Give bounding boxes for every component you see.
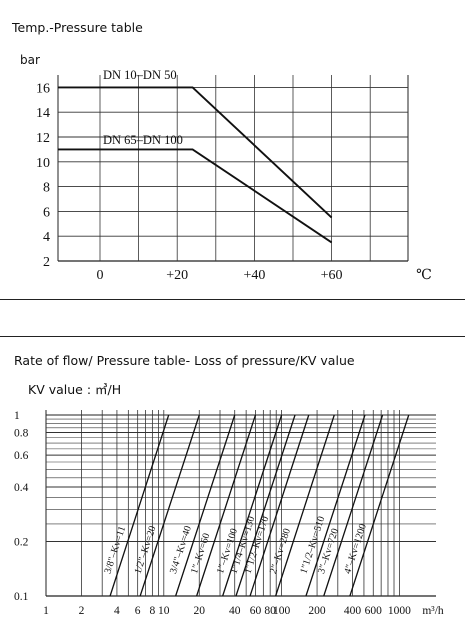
x-tick-label: 600 [365, 605, 383, 617]
series-label: DN 10–DN 50 [103, 68, 177, 82]
y-tick-label: 0.6 [14, 450, 29, 462]
y-tick-label: 2 [43, 255, 50, 270]
x-tick-label: 6 [135, 605, 141, 617]
y-tick-label: 14 [36, 106, 50, 121]
section-divider [0, 336, 465, 337]
y-tick-label: 4 [43, 230, 50, 245]
kv-unit-label: KV value : ㎥/H [28, 382, 122, 397]
y-tick-label: 0.4 [14, 482, 29, 494]
x-tick-label: 8 [150, 605, 156, 617]
x-tick-label: 200 [308, 605, 326, 617]
y-tick-label: 1 [14, 410, 20, 422]
kv-line [175, 414, 236, 597]
kv-line-label: 2"–Kv=280 [268, 527, 293, 575]
y-tick-label: 10 [36, 156, 50, 171]
kv-line-label: 1"–Kv=60 [189, 532, 212, 575]
kv-line [305, 414, 366, 597]
flow-pressure-title: Rate of flow/ Pressure table- Loss of pr… [14, 353, 355, 368]
x-tick-label: 100 [273, 605, 291, 617]
y-tick-label: 6 [43, 205, 50, 220]
x-tick-label: 60 [250, 605, 262, 617]
kv-line [275, 414, 335, 597]
series-label: DN 65–DN 100 [103, 133, 183, 147]
y-tick-label: 16 [36, 81, 50, 96]
x-tick-label: 1 [43, 605, 49, 617]
kv-line [139, 414, 200, 597]
series-line [58, 148, 333, 244]
y-tick-label: 0.1 [14, 591, 29, 603]
x-tick-label: 40 [229, 605, 241, 617]
x-tick-label: 400 [344, 605, 362, 617]
x-tick-label: +20 [166, 268, 188, 283]
kv-line [349, 414, 410, 597]
temp-pressure-title: Temp.-Pressure table [12, 20, 143, 35]
kv-line [222, 414, 283, 597]
x-tick-label: 1000 [388, 605, 411, 617]
y-axis-label: bar [20, 53, 40, 67]
y-tick-label: 0.2 [14, 537, 29, 549]
x-tick-label: 80 [264, 605, 276, 617]
x-unit-label: m³/h [422, 605, 444, 617]
x-unit-label: ℃ [416, 268, 432, 283]
series-line [58, 86, 333, 219]
kv-line-label: 3/8"–Kv=11 [102, 525, 128, 575]
kv-line [109, 414, 170, 597]
x-tick-label: 4 [114, 605, 120, 617]
section-divider [0, 299, 465, 300]
y-tick-label: 8 [43, 181, 50, 196]
y-tick-label: 0.8 [14, 428, 29, 440]
temp-pressure-chart: bar 2 4 6 8 10 12 14 16 0 +20 +40 +60 ℃ DN 10–DN 50 DN … [20, 53, 432, 283]
x-tick-label: 10 [158, 605, 170, 617]
x-tick-label: +40 [243, 268, 265, 283]
kv-line [249, 414, 310, 597]
x-tick-label: 2 [79, 605, 85, 617]
x-tick-label: 0 [97, 268, 104, 283]
x-tick-label: 20 [194, 605, 206, 617]
x-tick-label: +60 [321, 268, 343, 283]
kv-line [196, 414, 257, 597]
y-tick-label: 12 [36, 131, 50, 146]
kv-line [323, 414, 384, 597]
kv-line [235, 414, 296, 597]
